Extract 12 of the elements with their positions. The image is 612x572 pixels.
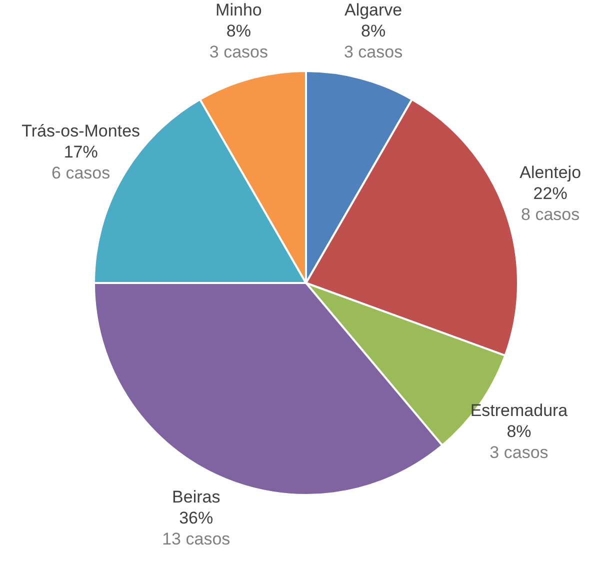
slice-label: Minho bbox=[216, 0, 262, 20]
slice-label: Alentejo bbox=[520, 162, 582, 182]
slice-label: Trás-os-Montes bbox=[22, 122, 140, 141]
slice-label: Beiras bbox=[172, 487, 220, 506]
slice-label: Algarve bbox=[344, 0, 402, 20]
data-label: 8% 3 casos bbox=[490, 422, 548, 462]
slice-label: Estremadura bbox=[470, 400, 568, 420]
data-label: 8% 3 casos bbox=[209, 22, 268, 62]
data-label: 22% 8 casos bbox=[521, 184, 580, 224]
data-label: 17% 6 casos bbox=[52, 142, 110, 183]
data-label: 8% 3 casos bbox=[344, 22, 403, 62]
data-label: 36% 13 casos bbox=[162, 508, 230, 548]
